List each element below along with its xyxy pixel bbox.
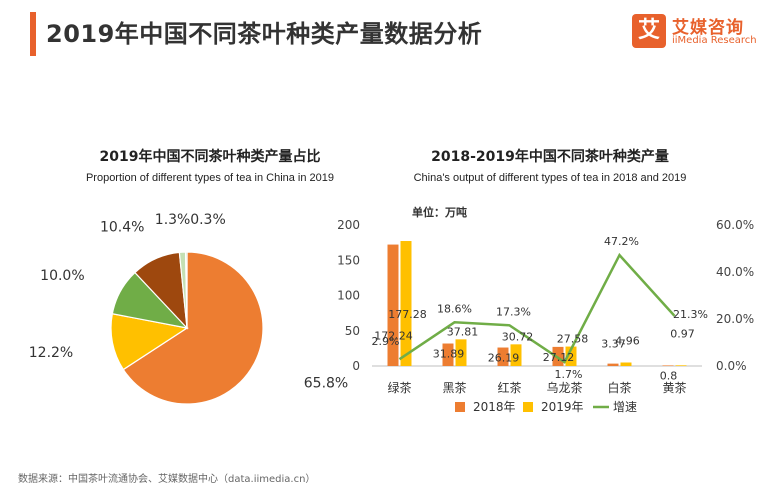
growth-value-label: 47.2%	[604, 235, 639, 248]
growth-value-label: 2.9%	[372, 335, 400, 348]
title-accent-bar	[30, 12, 36, 56]
pie-slice	[178, 251, 188, 329]
pie-slice	[134, 251, 188, 330]
bar-2018-value-label: 31.89	[433, 348, 465, 361]
bar-2019-value-label: 177.28	[388, 308, 427, 321]
pie-slice-label: 10.4%	[100, 220, 144, 236]
logo-icon: 艾	[632, 14, 666, 48]
bar-2018	[552, 346, 564, 366]
pie-slice-label: 1.3%	[155, 212, 191, 228]
bar-chart-title-en: China's output of different types of tea…	[413, 172, 687, 184]
logo-text-en: iiMedia Research	[672, 35, 757, 46]
y-right-tick-label: 0.0%	[716, 359, 747, 373]
x-tick-label: 黄茶	[662, 380, 686, 395]
growth-value-label: 17.3%	[496, 305, 531, 318]
x-tick-label: 白茶	[607, 380, 631, 395]
x-tick-label: 乌龙茶	[546, 380, 582, 395]
bar-2019	[675, 365, 687, 366]
pie-slice	[110, 313, 189, 371]
pie-chart-title-cn: 2019年中国不同茶叶种类产量占比	[99, 149, 321, 165]
growth-line	[398, 252, 676, 364]
bar-2019	[510, 344, 522, 366]
legend-swatch	[523, 402, 533, 412]
pie-chart-title-en: Proportion of different types of tea in …	[85, 172, 335, 184]
legend-swatch	[455, 402, 465, 412]
x-tick-label: 黑茶	[442, 380, 466, 395]
pie-slice	[184, 251, 188, 329]
y-right-tick-label: 20.0%	[716, 312, 754, 326]
bar-2018	[607, 363, 619, 366]
growth-value-label: 1.7%	[555, 368, 583, 381]
bar-2018-value-label: 3.37	[601, 338, 626, 351]
logo-text-cn: 艾媒咨询	[672, 18, 744, 38]
bar-2018	[662, 365, 674, 366]
bar-2019	[620, 362, 632, 366]
bar-chart-title-cn: 2018-2019年中国不同茶叶种类产量	[431, 149, 669, 165]
pie-slice	[122, 251, 264, 405]
y-left-tick-label: 100	[337, 289, 360, 303]
bar-2018	[497, 347, 509, 366]
page-title: 2019年中国不同茶叶种类产量数据分析	[46, 20, 483, 48]
bar-2018	[387, 244, 399, 366]
legend-label: 2018年	[473, 400, 516, 414]
bar-2019	[455, 339, 467, 366]
bar-2019-value-label: 4.96	[615, 335, 640, 348]
bar-2018-value-label: 0.8	[660, 369, 678, 382]
growth-value-label: 21.3%	[673, 308, 708, 321]
pie-slice	[111, 271, 189, 329]
bar-2018-value-label: 27.12	[543, 351, 575, 364]
pie-slice-label: 65.8%	[304, 375, 348, 391]
bar-2019-value-label: 30.72	[502, 330, 534, 343]
pie-slice-label: 0.3%	[190, 212, 226, 228]
bar-2018	[442, 343, 454, 366]
bar-2018-value-label: 26.19	[488, 352, 520, 365]
growth-value-label: 18.6%	[437, 302, 472, 315]
bar-2019-value-label: 37.81	[447, 325, 479, 338]
y-right-tick-label: 40.0%	[716, 265, 754, 279]
legend-label: 增速	[613, 400, 637, 414]
y-left-tick-label: 50	[345, 324, 360, 338]
y-left-tick-label: 0	[352, 359, 360, 373]
pie-slice-label: 12.2%	[29, 345, 73, 361]
y-right-tick-label: 60.0%	[716, 218, 754, 232]
bar-2018-value-label: 172.24	[374, 330, 413, 343]
data-source-note: 数据来源：中国茶叶流通协会、艾媒数据中心（data.iimedia.cn）	[18, 474, 316, 485]
bar-2019	[565, 346, 577, 366]
bar-2019-value-label: 27.58	[557, 333, 589, 346]
legend-label: 2019年	[541, 400, 584, 414]
bar-2019-value-label: 0.97	[670, 327, 695, 340]
pie-slice-label: 10.0%	[40, 268, 84, 284]
y-left-tick-label: 150	[337, 253, 360, 267]
y-left-tick-label: 200	[337, 218, 360, 232]
x-tick-label: 红茶	[497, 380, 521, 395]
bar-2019	[400, 241, 412, 366]
x-tick-label: 绿茶	[387, 380, 411, 395]
unit-label: 单位：万吨	[412, 206, 467, 219]
brand-logo: 艾 艾媒咨询 iiMedia Research	[632, 14, 758, 54]
